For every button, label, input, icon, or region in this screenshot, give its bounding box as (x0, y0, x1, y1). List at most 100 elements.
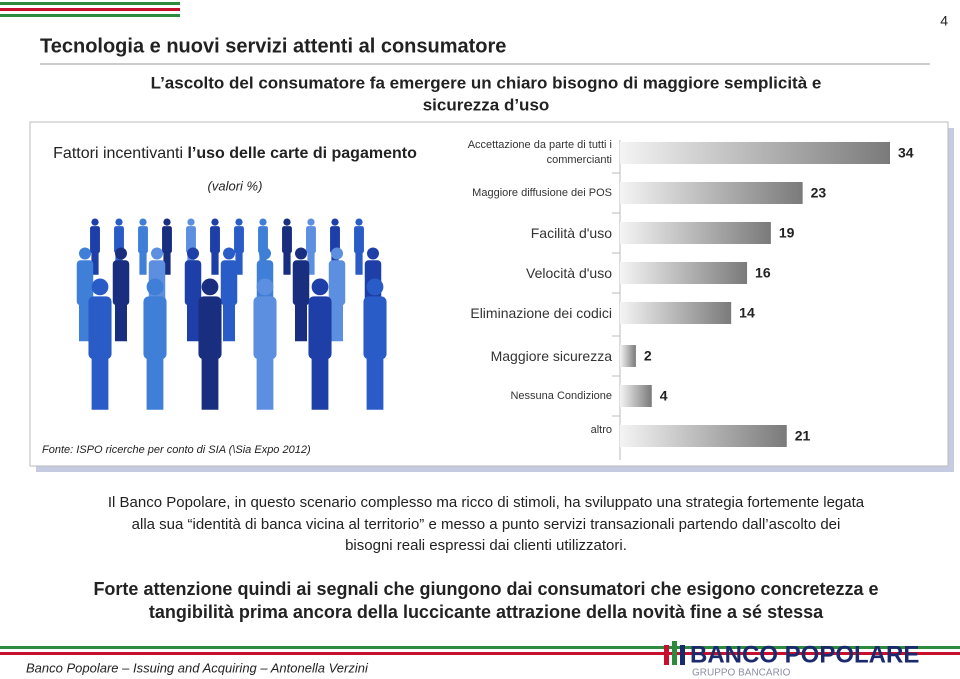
person-head (115, 247, 127, 260)
chart-panel (29, 121, 949, 467)
person-body (363, 296, 387, 360)
category-label: Velocità d'uso (526, 264, 612, 281)
person-legs (91, 357, 109, 410)
person-body (76, 260, 94, 306)
paragraph-line: bisogni reali espressi dai clienti utili… (345, 537, 627, 554)
value-label: 34 (898, 145, 914, 161)
person-legs (256, 357, 274, 410)
bar (620, 345, 636, 367)
chart-source: Fonte: ISPO ricerche per conto di SIA (\… (42, 444, 311, 456)
logo-group: GRUPPO BANCARIO (692, 668, 791, 679)
person-head (115, 218, 123, 226)
slide-title: Tecnologia e nuovi servizi attenti al co… (40, 35, 506, 57)
person-head (311, 278, 329, 296)
person-legs (235, 252, 243, 275)
person-head (211, 218, 219, 226)
person-body (308, 296, 332, 360)
person-head (259, 218, 267, 226)
person-body (328, 260, 346, 306)
bar (620, 262, 748, 284)
person-body (258, 226, 268, 254)
bar (620, 385, 652, 407)
person-body (143, 296, 167, 360)
person-legs (366, 357, 384, 410)
category-label: Eliminazione dei codici (470, 304, 612, 321)
person-legs (295, 303, 307, 342)
person-head (91, 218, 99, 226)
people-illustration (76, 218, 387, 410)
person-body (210, 226, 220, 254)
value-label: 16 (755, 265, 771, 281)
value-label: 14 (739, 305, 755, 321)
footer-credit: Banco Popolare – Issuing and Acquiring –… (26, 660, 369, 675)
emphasis-line: Forte attenzione quindi ai segnali che g… (93, 579, 878, 599)
person-head (163, 218, 171, 226)
category-label: Maggiore diffusione dei POS (472, 186, 612, 199)
paragraph-line: alla sua “identità di banca vicina al te… (132, 516, 841, 533)
category-label: Facilità d'uso (530, 224, 612, 241)
person-legs (211, 252, 219, 275)
person-legs (79, 303, 91, 342)
person-legs (283, 252, 291, 275)
person-head (187, 218, 195, 226)
person-head (201, 278, 219, 296)
person-head (235, 218, 243, 226)
subtitle-line: sicurezza d’uso (423, 95, 550, 114)
person-body (292, 260, 310, 306)
bar (620, 142, 890, 164)
person-head (79, 247, 91, 260)
value-label: 19 (779, 225, 795, 241)
person-body (112, 260, 130, 306)
person-body (162, 226, 172, 254)
category-label: Nessuna Condizione (510, 389, 612, 402)
logo-mark (664, 641, 685, 665)
person-legs (355, 252, 363, 275)
person-head (307, 218, 315, 226)
person-body (114, 226, 124, 254)
chart-subtitle: (valori %) (208, 178, 263, 193)
person-body (90, 226, 100, 254)
person-head (223, 247, 235, 260)
person-head (187, 247, 199, 260)
person-legs (223, 303, 235, 342)
person-body (234, 226, 244, 254)
value-label: 23 (811, 185, 827, 201)
person-head (367, 247, 379, 260)
person-head (151, 247, 163, 260)
bar (620, 302, 732, 324)
person-head (283, 218, 291, 226)
person-head (91, 278, 109, 296)
person-legs (163, 252, 171, 275)
chart-title-part: l’uso delle carte di pagamento (187, 145, 417, 162)
value-label: 2 (644, 348, 652, 364)
category-label: altro (590, 424, 612, 436)
emphasis-line: tangibilità prima ancora della luccicant… (149, 602, 824, 622)
person-legs (311, 357, 329, 410)
person-legs (307, 252, 315, 275)
chart-title-part: Fattori incentivanti (53, 145, 183, 162)
person-body (253, 296, 277, 360)
person-head (139, 218, 147, 226)
person-body (330, 226, 340, 254)
person-legs (331, 303, 343, 342)
person-head (295, 247, 307, 260)
person-body (198, 296, 222, 360)
person-body (306, 226, 316, 254)
person-head (331, 247, 343, 260)
person-head (366, 278, 384, 296)
value-label: 4 (660, 388, 668, 404)
bar (620, 222, 771, 244)
person-body (282, 226, 292, 254)
bar (620, 425, 787, 447)
bar (620, 182, 803, 204)
chart-title: Fattori incentivanti l’uso delle carte d… (53, 145, 417, 162)
category-label: Maggiore sicurezza (490, 347, 612, 364)
person-legs (91, 252, 99, 275)
person-body (186, 226, 196, 254)
paragraph-line: Il Banco Popolare, in questo scenario co… (108, 494, 865, 511)
person-head (331, 218, 339, 226)
subtitle-line: L’ascolto del consumatore fa emergere un… (151, 73, 822, 92)
person-head (355, 218, 363, 226)
